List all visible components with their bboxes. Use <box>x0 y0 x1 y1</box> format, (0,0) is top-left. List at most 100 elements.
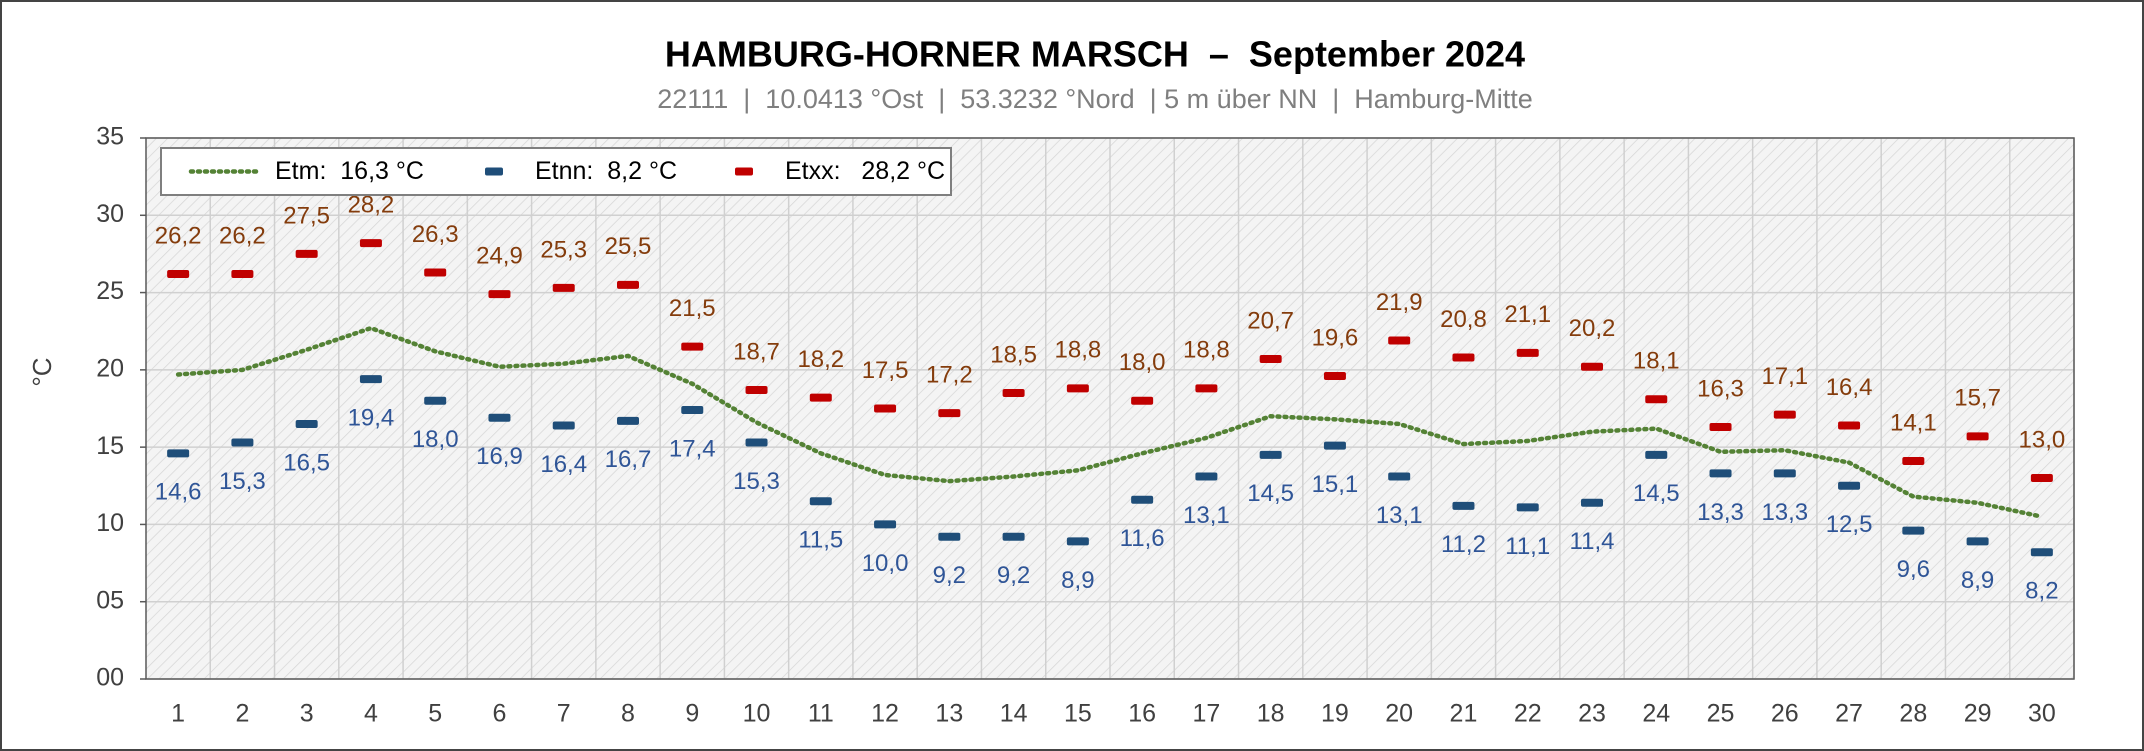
x-tick-label: 14 <box>1000 700 1028 728</box>
data-label: 26,2 <box>219 222 266 249</box>
data-label: 11,2 <box>1441 531 1486 558</box>
dash-marker <box>1259 450 1282 459</box>
data-label: 15,1 <box>1312 471 1359 498</box>
data-label: 18,7 <box>733 338 780 365</box>
x-tick-label: 10 <box>743 700 771 728</box>
dash-marker <box>552 283 575 292</box>
x-tick-label: 24 <box>1642 700 1670 728</box>
dash-marker <box>1388 472 1411 481</box>
x-tick-label: 30 <box>2028 700 2056 728</box>
dash-marker <box>167 270 190 279</box>
dash-marker <box>809 497 832 506</box>
x-tick-label: 9 <box>685 700 699 728</box>
dash-marker <box>1966 537 1989 546</box>
data-label: 14,5 <box>1247 480 1294 507</box>
dash-marker <box>424 396 447 405</box>
data-label: 18,8 <box>1183 337 1230 364</box>
marks <box>167 239 2053 557</box>
x-tick-label: 20 <box>1385 700 1413 728</box>
x-tick-label: 3 <box>300 700 314 728</box>
y-tick-label: 20 <box>96 354 124 382</box>
x-tick-label: 21 <box>1450 700 1478 728</box>
dash-marker <box>1581 498 1603 507</box>
dash-marker <box>1452 353 1475 362</box>
dash-marker <box>874 404 897 413</box>
y-tick-label: 10 <box>96 509 124 537</box>
x-tick-label: 8 <box>621 700 635 728</box>
data-label: 25,3 <box>540 236 587 263</box>
data-label: 13,1 <box>1376 502 1423 529</box>
data-label: 14,1 <box>1890 409 1937 436</box>
dash-marker <box>2030 548 2053 557</box>
x-tick-label: 16 <box>1128 700 1156 728</box>
dash-marker <box>1388 336 1411 345</box>
dash-marker <box>1066 384 1089 393</box>
dash-marker <box>1581 362 1603 371</box>
dash-marker <box>1838 481 1861 490</box>
dash-marker <box>617 280 639 289</box>
data-label: 15,7 <box>1954 385 2001 412</box>
dash-marker <box>552 421 575 430</box>
data-label: 18,8 <box>1055 337 1102 364</box>
dash-marker <box>617 416 639 425</box>
data-label: 16,5 <box>283 449 330 476</box>
data-label: 11,4 <box>1570 528 1615 555</box>
dash-marker <box>424 268 447 277</box>
dash-marker <box>1131 396 1154 405</box>
data-label: 16,4 <box>540 451 587 478</box>
data-label: 19,6 <box>1312 324 1359 351</box>
dash-marker <box>359 375 382 384</box>
data-label: 20,7 <box>1247 307 1294 334</box>
x-tick-label: 22 <box>1514 700 1542 728</box>
data-label: 11,6 <box>1120 525 1165 552</box>
mean-line <box>175 325 2045 519</box>
dash-marker <box>1131 495 1154 504</box>
data-label: 17,5 <box>862 357 909 384</box>
x-tick-label: 19 <box>1321 700 1349 728</box>
x-tick-label: 2 <box>235 700 249 728</box>
data-label: 25,5 <box>605 233 652 260</box>
dash-marker <box>1002 532 1025 541</box>
data-label: 18,0 <box>412 426 459 453</box>
dash-marker <box>1645 450 1668 459</box>
dash-marker <box>809 393 832 402</box>
dash-marker <box>1709 423 1732 432</box>
data-label: 9,2 <box>933 562 966 589</box>
data-label: 13,0 <box>2019 426 2066 453</box>
plot-border <box>145 137 2075 680</box>
data-label: 20,8 <box>1440 306 1487 333</box>
y-tick-label: 30 <box>96 200 124 228</box>
dash-marker <box>1452 501 1475 510</box>
dash-marker <box>1002 389 1025 398</box>
y-tick-label: 15 <box>96 432 124 460</box>
data-label: 21,1 <box>1504 301 1551 328</box>
data-label: 16,3 <box>1697 375 1744 402</box>
x-tick-label: 7 <box>557 700 571 728</box>
dash-marker <box>1902 526 1925 535</box>
legend-label: Etm: 16,3 °C <box>275 157 424 185</box>
data-label: 12,5 <box>1826 511 1873 538</box>
dash-marker <box>1516 503 1539 512</box>
x-tick-label: 25 <box>1707 700 1735 728</box>
data-label: 16,9 <box>476 443 523 470</box>
dash-marker <box>1066 537 1089 546</box>
legend-swatch <box>735 167 753 176</box>
data-label: 26,3 <box>412 221 459 248</box>
x-tick-label: 23 <box>1578 700 1606 728</box>
data-label: 11,1 <box>1505 533 1550 560</box>
x-tick-label: 17 <box>1192 700 1220 728</box>
data-label: 8,9 <box>1961 567 1994 594</box>
dash-marker <box>745 438 768 447</box>
data-label: 21,9 <box>1376 289 1423 316</box>
x-tick-label: 5 <box>428 700 442 728</box>
dash-marker <box>1516 348 1539 357</box>
dash-marker <box>1195 472 1218 481</box>
dash-marker <box>488 413 511 422</box>
dash-marker <box>1838 421 1861 430</box>
chart-title: HAMBURG-HORNER MARSCH – September 2024 <box>665 34 1525 75</box>
data-label: 10,0 <box>862 550 909 577</box>
data-label: 18,0 <box>1119 349 1166 376</box>
data-label: 21,5 <box>669 295 716 322</box>
chart-subtitle: 22111 | 10.0413 °Ost | 53.3232 °Nord | 5… <box>657 84 1533 114</box>
dash-marker <box>295 249 318 258</box>
